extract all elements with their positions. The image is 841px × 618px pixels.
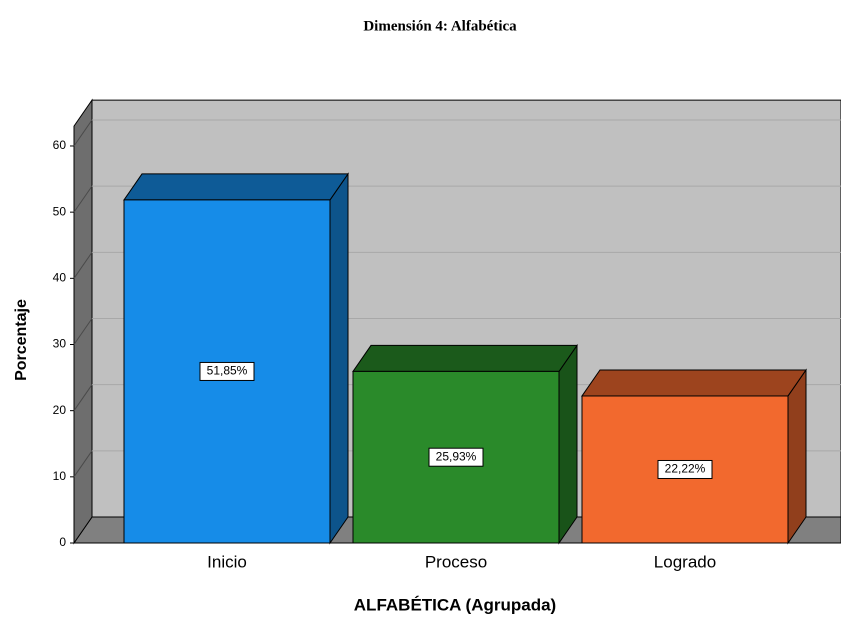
grid-line [73,318,93,345]
bar-top [123,173,349,201]
y-tick-label: 40 [53,270,67,284]
left-wall [73,98,93,545]
bar [581,395,789,544]
grid-line [73,185,93,213]
chart-title: Dimensión 4: Alfabética [363,18,517,34]
value-label: 51,85% [207,364,248,378]
y-tick-label: 60 [53,138,67,152]
y-tick-label: 50 [53,204,67,218]
bar-top [352,344,578,372]
x-tick-label: Logrado [654,552,716,571]
x-tick-label: Inicio [207,552,247,571]
value-label: 25,93% [436,449,477,463]
y-tick-label: 10 [53,469,67,483]
y-axis-label: Porcentaje [13,299,30,381]
value-label-box [657,459,713,479]
value-label-box [428,447,484,467]
x-tick-label: Proceso [425,552,487,571]
y-tick-label: 0 [59,535,66,549]
x-axis-label: ALFABÉTICA (Agrupada) [354,595,556,614]
value-label-box [199,361,255,381]
y-tick-label: 30 [53,337,67,351]
bar-side [787,368,807,545]
bar-side [329,172,349,545]
grid-line [73,384,93,411]
value-label: 22,22% [665,462,706,476]
grid-line [73,450,93,478]
bar-top [581,369,807,397]
bar-side [558,343,578,545]
grid-line [73,252,93,279]
y-tick-label: 20 [53,403,67,417]
grid-line [73,119,93,147]
